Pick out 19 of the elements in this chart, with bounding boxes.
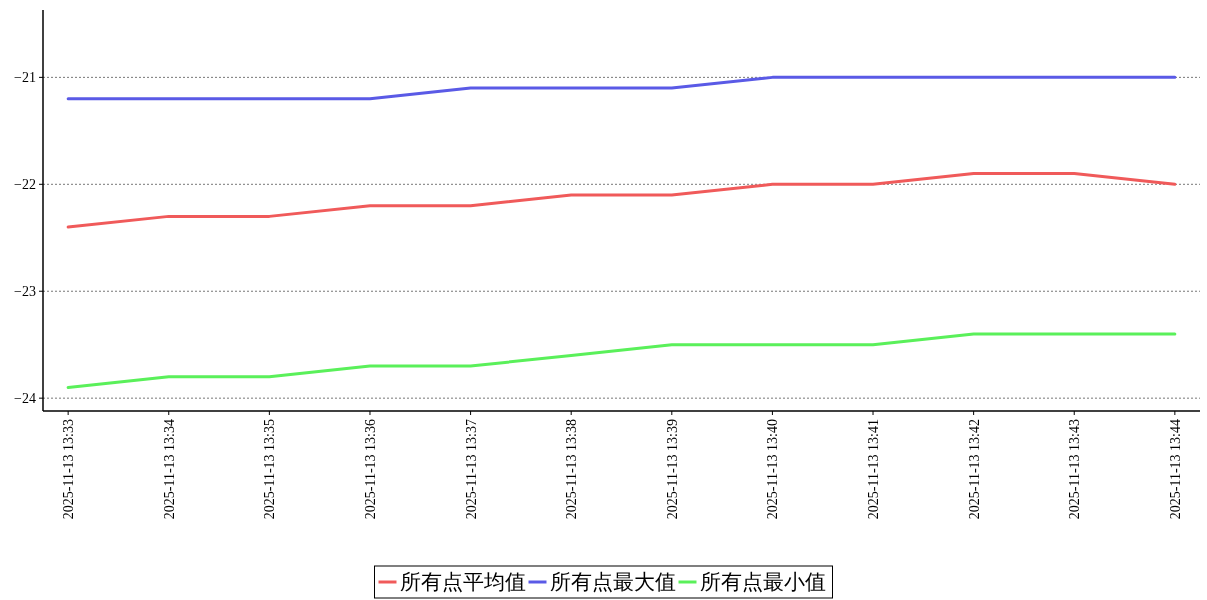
x-tick-label: 2025-11-13 13:34 [161, 419, 177, 520]
x-tick-label: 2025-11-13 13:36 [362, 419, 378, 520]
legend-label: 所有点最大值 [549, 570, 676, 594]
y-tick-label: −23 [14, 284, 36, 300]
y-tick-label: −21 [14, 70, 36, 86]
x-tick-label: 2025-11-13 13:40 [765, 419, 781, 520]
x-tick-label: 2025-11-13 13:33 [61, 419, 77, 520]
y-tick-label: −22 [14, 177, 36, 193]
legend-label: 所有点最小值 [699, 570, 826, 594]
x-tick-label: 2025-11-13 13:42 [966, 419, 982, 520]
x-tick-label: 2025-11-13 13:39 [664, 419, 680, 520]
x-tick-label: 2025-11-13 13:44 [1167, 419, 1183, 520]
x-tick-label: 2025-11-13 13:41 [866, 419, 882, 520]
x-tick-label: 2025-11-13 13:35 [262, 419, 278, 520]
x-tick-label: 2025-11-13 13:38 [564, 419, 580, 520]
x-tick-label: 2025-11-13 13:37 [463, 419, 479, 520]
y-tick-label: −24 [14, 391, 36, 407]
legend-label: 所有点平均值 [399, 570, 526, 594]
x-tick-label: 2025-11-13 13:43 [1067, 419, 1083, 520]
